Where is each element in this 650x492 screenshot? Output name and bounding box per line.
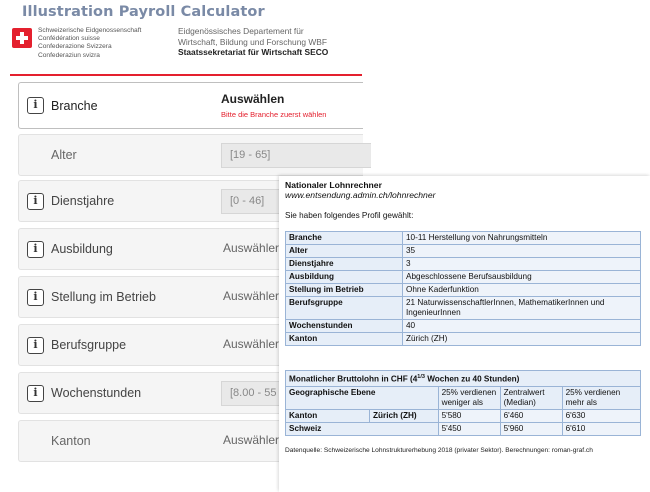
caption-text: Monatlicher Bruttolohn in CHF (4 bbox=[289, 374, 418, 384]
profile-key: Kanton bbox=[285, 332, 403, 346]
header-divider bbox=[10, 74, 362, 76]
salary-high: 6'610 bbox=[561, 421, 642, 436]
profile-key: Ausbildung bbox=[285, 270, 403, 284]
data-source-note: Datenquelle: Schweizerische Lohnstruktur… bbox=[285, 447, 593, 454]
profile-table: Branche 10-11 Herstellung von Nahrungsmit… bbox=[285, 231, 641, 346]
field-label: Ausbildung bbox=[51, 242, 113, 256]
table-row: Stellung im Betrieb Ohne Kaderfunktion bbox=[285, 283, 641, 297]
table-row: Ausbildung Abgeschlossene Berufsausbildun… bbox=[285, 270, 641, 284]
branche-select[interactable]: Auswählen bbox=[221, 92, 285, 106]
branche-hint: Bitte die Branche zuerst wählen bbox=[221, 110, 327, 119]
field-label: Branche bbox=[51, 99, 98, 113]
profile-value: 40 bbox=[402, 319, 641, 333]
salary-low: 5'580 bbox=[437, 408, 501, 423]
field-label: Alter bbox=[51, 148, 77, 162]
table-row: Alter 35 bbox=[285, 244, 641, 258]
salary-level: Kanton bbox=[285, 408, 370, 423]
field-label: Wochenstunden bbox=[51, 386, 142, 400]
salary-high: 6'630 bbox=[561, 408, 642, 423]
column-header: Zentralwert (Median) bbox=[499, 385, 563, 410]
result-intro: Sie haben folgendes Profil gewählt: bbox=[285, 211, 414, 220]
confederation-line: Confédération suisse bbox=[38, 35, 100, 43]
confederation-line: Schweizerische Eidgenossenschaft bbox=[38, 27, 142, 34]
table-row: Berufsgruppe 21 NaturwissenschaftlerInnen… bbox=[285, 296, 641, 320]
field-alter: Alter [19 - 65] bbox=[18, 134, 371, 176]
field-label: Berufsgruppe bbox=[51, 338, 127, 352]
salary-low: 5'450 bbox=[437, 421, 501, 436]
profile-value: 3 bbox=[402, 257, 641, 271]
page-title: Illustration Payroll Calculator bbox=[22, 4, 265, 20]
salary-region: Zürich (ZH) bbox=[369, 408, 439, 423]
info-icon[interactable]: i bbox=[27, 193, 44, 210]
profile-value: Abgeschlossene Berufsausbildung bbox=[402, 270, 641, 284]
salary-caption: Monatlicher Bruttolohn in CHF (41/3 Woch… bbox=[285, 370, 641, 387]
salary-level: Schweiz bbox=[285, 421, 439, 436]
profile-value: 21 NaturwissenschaftlerInnen, Mathematik… bbox=[402, 296, 641, 320]
info-icon[interactable]: i bbox=[27, 289, 44, 306]
berufsgruppe-select[interactable]: Auswähler bbox=[223, 337, 280, 351]
info-icon[interactable]: i bbox=[27, 337, 44, 354]
caption-text: Wochen zu 40 Stunden) bbox=[424, 374, 520, 384]
department-line: Eidgenössisches Departement für bbox=[178, 26, 304, 36]
profile-value: Zürich (ZH) bbox=[402, 332, 641, 346]
profile-key: Alter bbox=[285, 244, 403, 258]
profile-key: Dienstjahre bbox=[285, 257, 403, 271]
confederation-line: Confederazione Svizzera bbox=[38, 43, 112, 51]
ausbildung-select[interactable]: Auswähler bbox=[223, 241, 280, 255]
profile-key: Wochenstunden bbox=[285, 319, 403, 333]
profile-key: Berufsgruppe bbox=[285, 296, 403, 320]
stellung-select[interactable]: Auswähler bbox=[223, 289, 280, 303]
confederation-line: Confederaziun svizra bbox=[38, 51, 100, 59]
profile-value: Ohne Kaderfunktion bbox=[402, 283, 641, 297]
profile-key: Stellung im Betrieb bbox=[285, 283, 403, 297]
table-caption-row: Monatlicher Bruttolohn in CHF (41/3 Woch… bbox=[285, 370, 641, 387]
secretariat-name: Staatssekretariat für Wirtschaft SECO bbox=[178, 47, 329, 57]
department-name: Eidgenössisches Departement für Wirtscha… bbox=[178, 26, 328, 58]
profile-value: 10-11 Herstellung von Nahrungsmitteln bbox=[402, 231, 641, 245]
info-icon[interactable]: i bbox=[27, 97, 44, 114]
result-title: Nationaler Lohnrechner bbox=[285, 180, 382, 190]
result-url: www.entsendung.admin.ch/lohnrechner bbox=[285, 190, 436, 200]
field-label: Kanton bbox=[51, 434, 91, 448]
salary-median: 5'960 bbox=[499, 421, 563, 436]
table-row: Branche 10-11 Herstellung von Nahrungsmit… bbox=[285, 231, 641, 245]
result-document: Nationaler Lohnrechner www.entsendung.ad… bbox=[279, 176, 650, 492]
table-row: Wochenstunden 40 bbox=[285, 319, 641, 333]
alter-input[interactable]: [19 - 65] bbox=[221, 143, 371, 168]
profile-key: Branche bbox=[285, 231, 403, 245]
salary-median: 6'460 bbox=[499, 408, 563, 423]
column-header: 25% verdienen mehr als bbox=[561, 385, 642, 410]
profile-value: 35 bbox=[402, 244, 641, 258]
site-header: Schweizerische Eidgenossenschaft Confédé… bbox=[0, 22, 362, 74]
field-branche[interactable]: i Branche Auswählen Bitte die Branche zu… bbox=[18, 82, 363, 129]
table-row: Dienstjahre 3 bbox=[285, 257, 641, 271]
info-icon[interactable]: i bbox=[27, 241, 44, 258]
kanton-select[interactable]: Auswähler bbox=[223, 433, 280, 447]
field-label: Stellung im Betrieb bbox=[51, 290, 156, 304]
column-header: 25% verdienen weniger als bbox=[437, 385, 501, 410]
table-row: Kanton Zürich (ZH) bbox=[285, 332, 641, 346]
salary-table: Monatlicher Bruttolohn in CHF (41/3 Woch… bbox=[285, 370, 642, 436]
department-line: Wirtschaft, Bildung und Forschung WBF bbox=[178, 36, 327, 47]
caption-superscript: 1/3 bbox=[417, 374, 425, 380]
swiss-cross-logo-icon bbox=[12, 28, 32, 48]
column-header: Geographische Ebene bbox=[285, 385, 439, 410]
field-label: Dienstjahre bbox=[51, 194, 115, 208]
table-row: Schweiz 5'450 5'960 6'610 bbox=[285, 421, 642, 436]
info-icon[interactable]: i bbox=[27, 385, 44, 402]
table-row: Kanton Zürich (ZH) 5'580 6'460 6'630 bbox=[285, 408, 642, 423]
confederation-name: Schweizerische Eidgenossenschaft Confédé… bbox=[38, 27, 141, 60]
table-header-row: Geographische Ebene 25% verdienen wenige… bbox=[285, 385, 642, 410]
